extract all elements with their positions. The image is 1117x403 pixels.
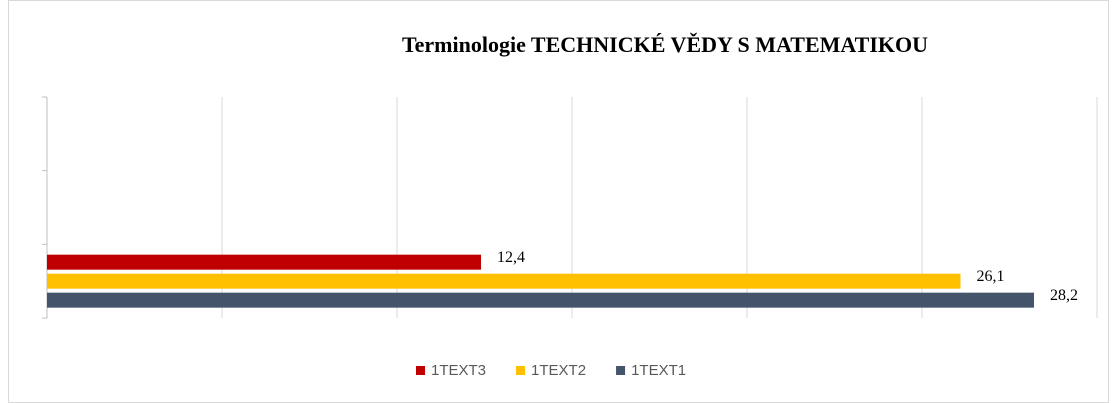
data-label: 12,4 — [497, 249, 525, 266]
legend-marker — [616, 366, 626, 375]
data-label: 28,2 — [1050, 287, 1078, 304]
legend-marker — [416, 366, 425, 375]
legend-marker — [516, 366, 526, 375]
legend-label: 1TEXT2 — [531, 362, 586, 379]
bar — [47, 273, 961, 289]
legend-label: 1TEXT3 — [431, 362, 486, 379]
bar — [47, 254, 481, 270]
chart-frame — [8, 0, 1109, 403]
data-label: 26,1 — [977, 268, 1005, 285]
legend-label: 1TEXT1 — [631, 362, 686, 379]
chart-title: Terminologie TECHNICKÉ VĚDY S MATEMATIKO… — [402, 32, 928, 57]
bar — [47, 292, 1034, 308]
